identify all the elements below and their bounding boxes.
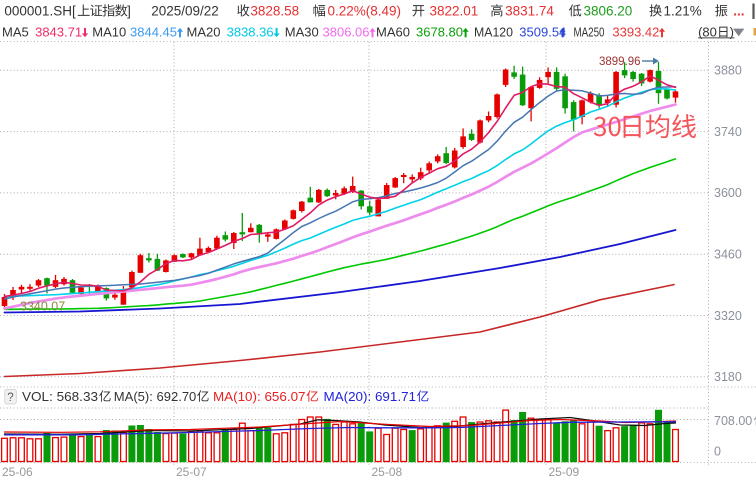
svg-text:2025/09/22: 2025/09/22	[151, 3, 219, 18]
svg-text:25-09: 25-09	[549, 465, 580, 479]
svg-text:3806.06: 3806.06	[323, 24, 370, 39]
svg-text:3880: 3880	[714, 64, 742, 78]
svg-text:3678.80: 3678.80	[416, 24, 463, 39]
svg-text:): )	[730, 24, 734, 39]
svg-text:VOL: 568.33: VOL: 568.33	[22, 389, 98, 404]
svg-text:...: ...	[733, 3, 744, 18]
svg-text:3831.74: 3831.74	[505, 3, 554, 18]
svg-text:3806.20: 3806.20	[584, 3, 633, 18]
svg-text:0.22%(8.49): 0.22%(8.49)	[328, 3, 402, 18]
svg-text:3600: 3600	[714, 186, 742, 200]
svg-text:3843.71: 3843.71	[35, 24, 82, 39]
svg-text:MA250: MA250	[574, 24, 605, 39]
svg-text:]: ]	[127, 3, 131, 18]
svg-text:MA(10): 656.07: MA(10): 656.07	[213, 389, 306, 404]
svg-text:25-08: 25-08	[372, 465, 403, 479]
svg-text:0: 0	[714, 445, 721, 459]
svg-text:(80: (80	[698, 24, 717, 39]
svg-text:25-07: 25-07	[176, 465, 207, 479]
svg-text:3180: 3180	[714, 370, 742, 384]
svg-text:3393.42: 3393.42	[612, 24, 659, 39]
svg-text:?: ?	[7, 392, 13, 404]
svg-text:3740: 3740	[714, 125, 742, 139]
svg-text:MA20: MA20	[187, 24, 221, 39]
svg-text:3822.01: 3822.01	[430, 3, 479, 18]
svg-text:25-06: 25-06	[2, 465, 33, 479]
svg-text:MA60: MA60	[376, 24, 410, 39]
svg-text:3844.45: 3844.45	[130, 24, 177, 39]
svg-text:MA(5): 692.70: MA(5): 692.70	[114, 389, 197, 404]
svg-text:MA10: MA10	[92, 24, 126, 39]
svg-text:1.21%: 1.21%	[664, 3, 702, 18]
svg-text:3320: 3320	[714, 309, 742, 323]
svg-text:MA(20): 691.71: MA(20): 691.71	[324, 389, 417, 404]
svg-text:000001.SH[: 000001.SH[	[4, 3, 76, 18]
svg-text:3828.58: 3828.58	[250, 3, 299, 18]
svg-text:3899.96: 3899.96	[599, 56, 641, 68]
svg-text:708.00: 708.00	[714, 414, 752, 428]
svg-text:MA30: MA30	[285, 24, 319, 39]
svg-text:3460: 3460	[714, 248, 742, 262]
svg-text:MA5: MA5	[2, 24, 29, 39]
svg-text:3340.07: 3340.07	[20, 300, 65, 314]
svg-text:MA120: MA120	[474, 24, 513, 39]
svg-text:3509.54: 3509.54	[519, 24, 566, 39]
svg-text:3838.36: 3838.36	[227, 24, 274, 39]
